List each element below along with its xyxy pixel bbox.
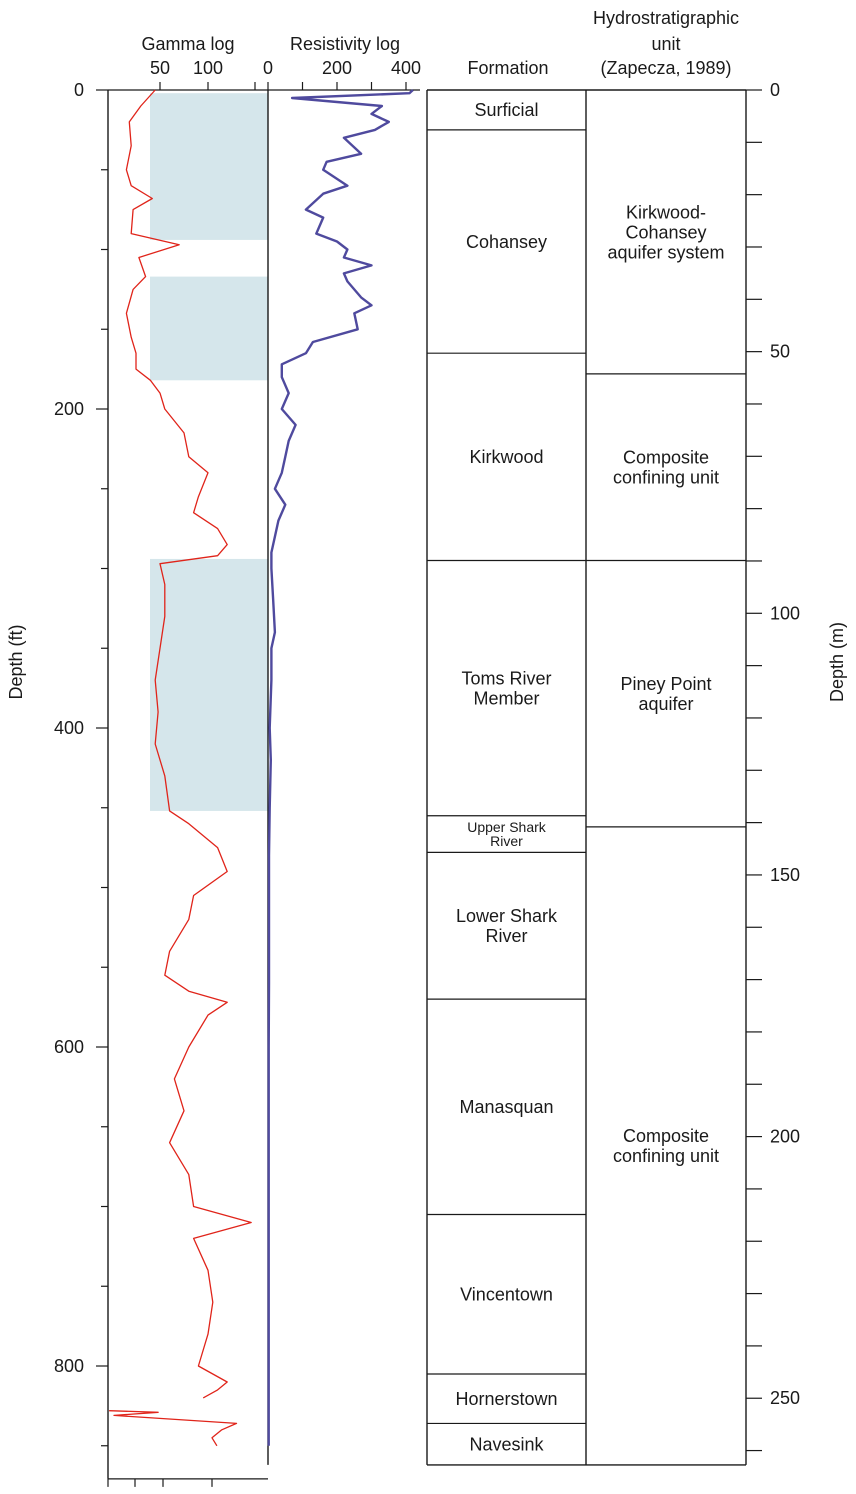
formation-label: Hornerstown bbox=[455, 1389, 557, 1409]
axes: 0200400600800501000200400250300050100150… bbox=[54, 58, 800, 1487]
resistivity-tick-label: 0 bbox=[263, 58, 273, 78]
depth-ft-tick-label: 200 bbox=[54, 399, 84, 419]
depth-m-tick-label: 150 bbox=[770, 865, 800, 885]
depth-ft-axis-title: Depth (ft) bbox=[6, 624, 26, 699]
formation-label-line: Upper Shark bbox=[467, 819, 547, 835]
formation-label-line: Toms River bbox=[461, 668, 551, 688]
formation-label: Navesink bbox=[469, 1434, 544, 1454]
hydro-unit-label-line: aquifer system bbox=[607, 242, 724, 262]
formation-label: Kirkwood bbox=[469, 447, 543, 467]
formation-label-line: River bbox=[485, 926, 527, 946]
formation-label-line: Navesink bbox=[469, 1434, 544, 1454]
formation-header: Formation bbox=[467, 58, 548, 78]
gamma-log-curve-bottom-scale bbox=[109, 1410, 238, 1447]
shaded-interval bbox=[150, 558, 268, 811]
hydro-header-line-1: Hydrostratigraphic bbox=[593, 8, 739, 28]
hydro-unit-label-line: Kirkwood- bbox=[626, 202, 706, 222]
hydro-unit-label-line: Piney Point bbox=[620, 674, 711, 694]
stratigraphic-columns: Surficial Cohansey Kirkwood Toms River Membe… bbox=[426, 89, 746, 1466]
depth-ft-tick-label: 800 bbox=[54, 1356, 84, 1376]
resistivity-log-curve bbox=[267, 89, 414, 1446]
formation-label: Surficial bbox=[474, 100, 538, 120]
depth-m-tick-label: 0 bbox=[770, 80, 780, 100]
depth-ft-tick-label: 400 bbox=[54, 718, 84, 738]
formation-label: Lower Shark River bbox=[456, 906, 558, 946]
formation-label-line: Cohansey bbox=[466, 232, 547, 252]
formation-label-line: Manasquan bbox=[459, 1097, 553, 1117]
formation-label-line: Vincentown bbox=[460, 1285, 553, 1305]
hydro-unit-label-line: confining unit bbox=[613, 1146, 719, 1166]
formation-label-line: Hornerstown bbox=[455, 1389, 557, 1409]
formation-label: Toms River Member bbox=[461, 668, 551, 708]
formation-label-line: Lower Shark bbox=[456, 906, 558, 926]
hydro-unit-label-line: Cohansey bbox=[625, 222, 706, 242]
hydro-unit-label: Piney Point aquifer bbox=[620, 674, 711, 714]
log-curves bbox=[109, 89, 414, 1447]
resistivity-tick-label: 400 bbox=[391, 58, 421, 78]
depth-m-tick-label: 100 bbox=[770, 603, 800, 623]
formation-label: Manasquan bbox=[459, 1097, 553, 1117]
depth-m-axis-title: Depth (m) bbox=[827, 622, 847, 702]
hydro-unit-label-line: aquifer bbox=[638, 694, 693, 714]
formation-label: Upper Shark River bbox=[467, 819, 547, 849]
formation-label-line: Surficial bbox=[474, 100, 538, 120]
depth-m-tick-label: 50 bbox=[770, 342, 790, 362]
depth-ft-tick-label: 0 bbox=[74, 80, 84, 100]
resistivity-tick-label: 200 bbox=[322, 58, 352, 78]
resistivity-log-label: Resistivity log bbox=[290, 34, 400, 54]
depth-ft-tick-label: 600 bbox=[54, 1037, 84, 1057]
hydro-unit-label: Composite confining unit bbox=[613, 1126, 719, 1166]
gamma-log-label: Gamma log bbox=[141, 34, 234, 54]
formation-label: Vincentown bbox=[460, 1285, 553, 1305]
formation-label: Cohansey bbox=[466, 232, 547, 252]
hydro-unit-label-line: Composite bbox=[623, 448, 709, 468]
hydro-unit-label: Composite confining unit bbox=[613, 448, 719, 488]
depth-m-tick-label: 250 bbox=[770, 1388, 800, 1408]
shaded-intervals bbox=[150, 93, 268, 811]
hydro-unit-label-line: confining unit bbox=[613, 468, 719, 488]
hydro-header-line-2: unit bbox=[651, 34, 680, 54]
hydro-unit-label: Kirkwood-Cohansey aquifer system bbox=[607, 202, 724, 262]
shaded-interval bbox=[150, 93, 268, 240]
formation-label-line: Kirkwood bbox=[469, 447, 543, 467]
depth-m-tick-label: 200 bbox=[770, 1127, 800, 1147]
gamma-top-tick-label: 50 bbox=[150, 58, 170, 78]
gamma-top-tick-label: 100 bbox=[193, 58, 223, 78]
gamma-log-curve bbox=[125, 89, 252, 1399]
shaded-interval bbox=[150, 276, 268, 381]
hydro-header-line-3: (Zapecza, 1989) bbox=[600, 58, 731, 78]
hydro-unit-label-line: Composite bbox=[623, 1126, 709, 1146]
formation-label-line: River bbox=[490, 833, 523, 849]
formation-label-line: Member bbox=[473, 688, 539, 708]
